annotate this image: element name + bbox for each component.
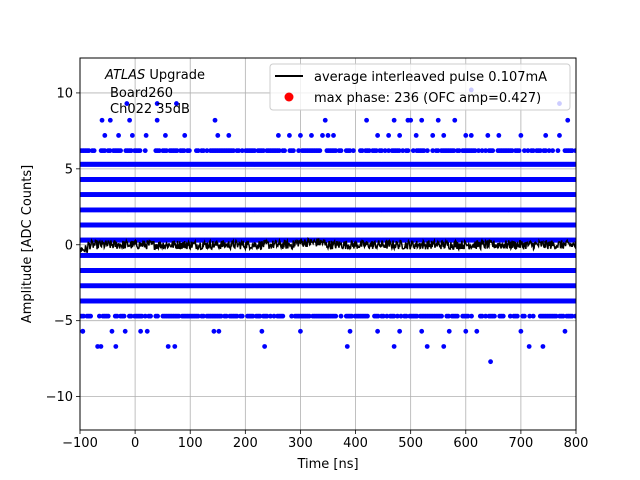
- scatter-point: [573, 298, 576, 304]
- plot-area: [80, 87, 576, 365]
